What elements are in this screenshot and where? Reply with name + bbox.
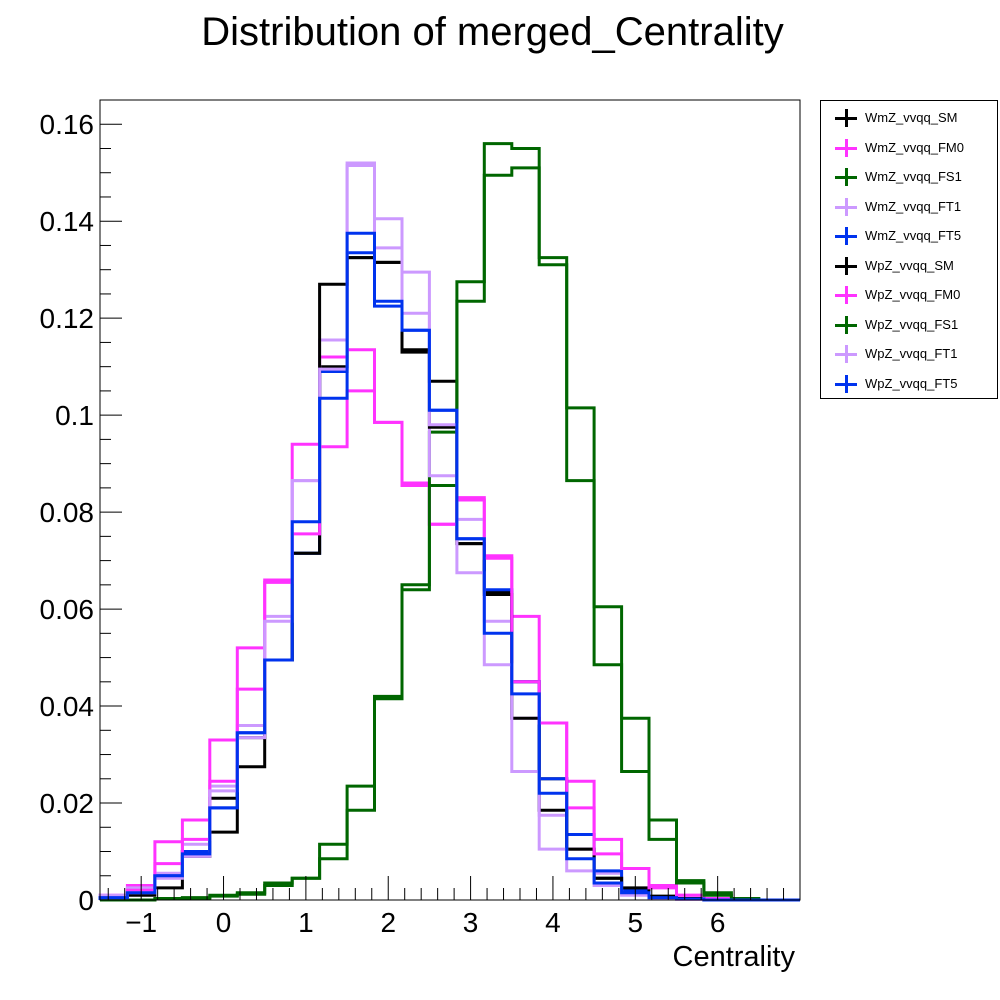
y-tick-label: 0.08 [40, 497, 95, 528]
legend-marker-icon [835, 168, 857, 186]
series-line-wmz-vvqq-ft1 [98, 161, 800, 902]
x-axis-label: Centrality [673, 941, 796, 973]
legend-marker-icon [835, 138, 857, 157]
legend-label: WmZ_vvqq_SM [865, 110, 958, 125]
legend-entry: WpZ_vvqq_FM0 [821, 280, 997, 310]
y-tick-label: 0.14 [40, 206, 95, 237]
legend-entry: WmZ_vvqq_FM0 [821, 133, 997, 163]
legend-label: WpZ_vvqq_FT1 [865, 346, 958, 361]
legend-marker-icon [835, 374, 857, 393]
legend-entry: WpZ_vvqq_FS1 [821, 310, 997, 340]
legend-label: WpZ_vvqq_FS1 [865, 316, 959, 332]
legend-marker-icon [835, 315, 857, 334]
legend: WmZ_vvqq_SM WmZ_vvqq_FM0 WmZ_vvqq_FS1 WmZ_v… [820, 100, 998, 399]
legend-label: WpZ_vvqq_FT5 [865, 375, 958, 391]
x-tick-label: 3 [463, 907, 479, 938]
legend-marker-icon [835, 197, 857, 216]
legend-marker-icon [835, 256, 857, 275]
series-line-wpz-vvqq-ft1 [98, 164, 800, 902]
legend-label: WmZ_vvqq_FT1 [865, 198, 962, 214]
legend-marker-icon [835, 109, 857, 127]
legend-entry: WpZ_vvqq_SM [821, 251, 997, 281]
y-tick-label: 0.02 [40, 788, 95, 819]
y-tick-label: 0.04 [40, 691, 95, 722]
y-tick-label: 0 [78, 885, 94, 916]
x-tick-label: 6 [710, 907, 726, 938]
x-tick-label: 0 [216, 907, 232, 938]
legend-label: WmZ_vvqq_FS1 [865, 169, 962, 184]
x-tick-label: 2 [380, 907, 396, 938]
series-layer [98, 142, 800, 902]
legend-entry: WmZ_vvqq_FS1 [821, 162, 997, 192]
legend-marker-icon [835, 345, 857, 363]
series-line-wmz-vvqq-ft5 [98, 251, 800, 902]
legend-entry: WmZ_vvqq_SM [821, 103, 997, 133]
y-tick-label: 0.16 [40, 109, 95, 140]
legend-entry: WmZ_vvqq_FT5 [821, 221, 997, 251]
y-tick-label: 0.12 [40, 303, 95, 334]
y-tick-label: 0.06 [40, 594, 95, 625]
legend-label: WpZ_vvqq_SM [865, 257, 954, 273]
legend-entry: WpZ_vvqq_FT5 [821, 369, 997, 399]
series-line-wpz-vvqq-fs1 [100, 166, 800, 902]
legend-entry: WpZ_vvqq_FT1 [821, 339, 997, 369]
x-tick-label: −1 [125, 907, 157, 938]
legend-label: WpZ_vvqq_FM0 [865, 287, 961, 302]
legend-label: WmZ_vvqq_FM0 [865, 139, 964, 155]
series-line-wpz-vvqq-ft5 [98, 231, 800, 902]
x-tick-label: 1 [298, 907, 314, 938]
series-line-wpz-vvqq-sm [98, 256, 800, 902]
legend-marker-icon [835, 286, 857, 304]
series-line-wpz-vvqq-fm0 [98, 389, 800, 902]
y-tick-label: 0.1 [55, 400, 94, 431]
series-line-wmz-vvqq-sm [98, 256, 800, 902]
legend-marker-icon [835, 227, 857, 245]
chart-title: Distribution of merged_Centrality [201, 10, 784, 54]
plot-frame [99, 99, 801, 901]
x-tick-label: 4 [545, 907, 561, 938]
series-line-wmz-vvqq-fs1 [100, 142, 800, 902]
axis-layer: −1 0 1 2 3 4 5 6 0 0.02 0.04 0.06 0.08 0.1 0.12 0.14 0.1… [40, 109, 785, 938]
legend-entry: WmZ_vvqq_FT1 [821, 192, 997, 222]
legend-label: WmZ_vvqq_FT5 [865, 228, 962, 243]
x-tick-label: 5 [628, 907, 644, 938]
